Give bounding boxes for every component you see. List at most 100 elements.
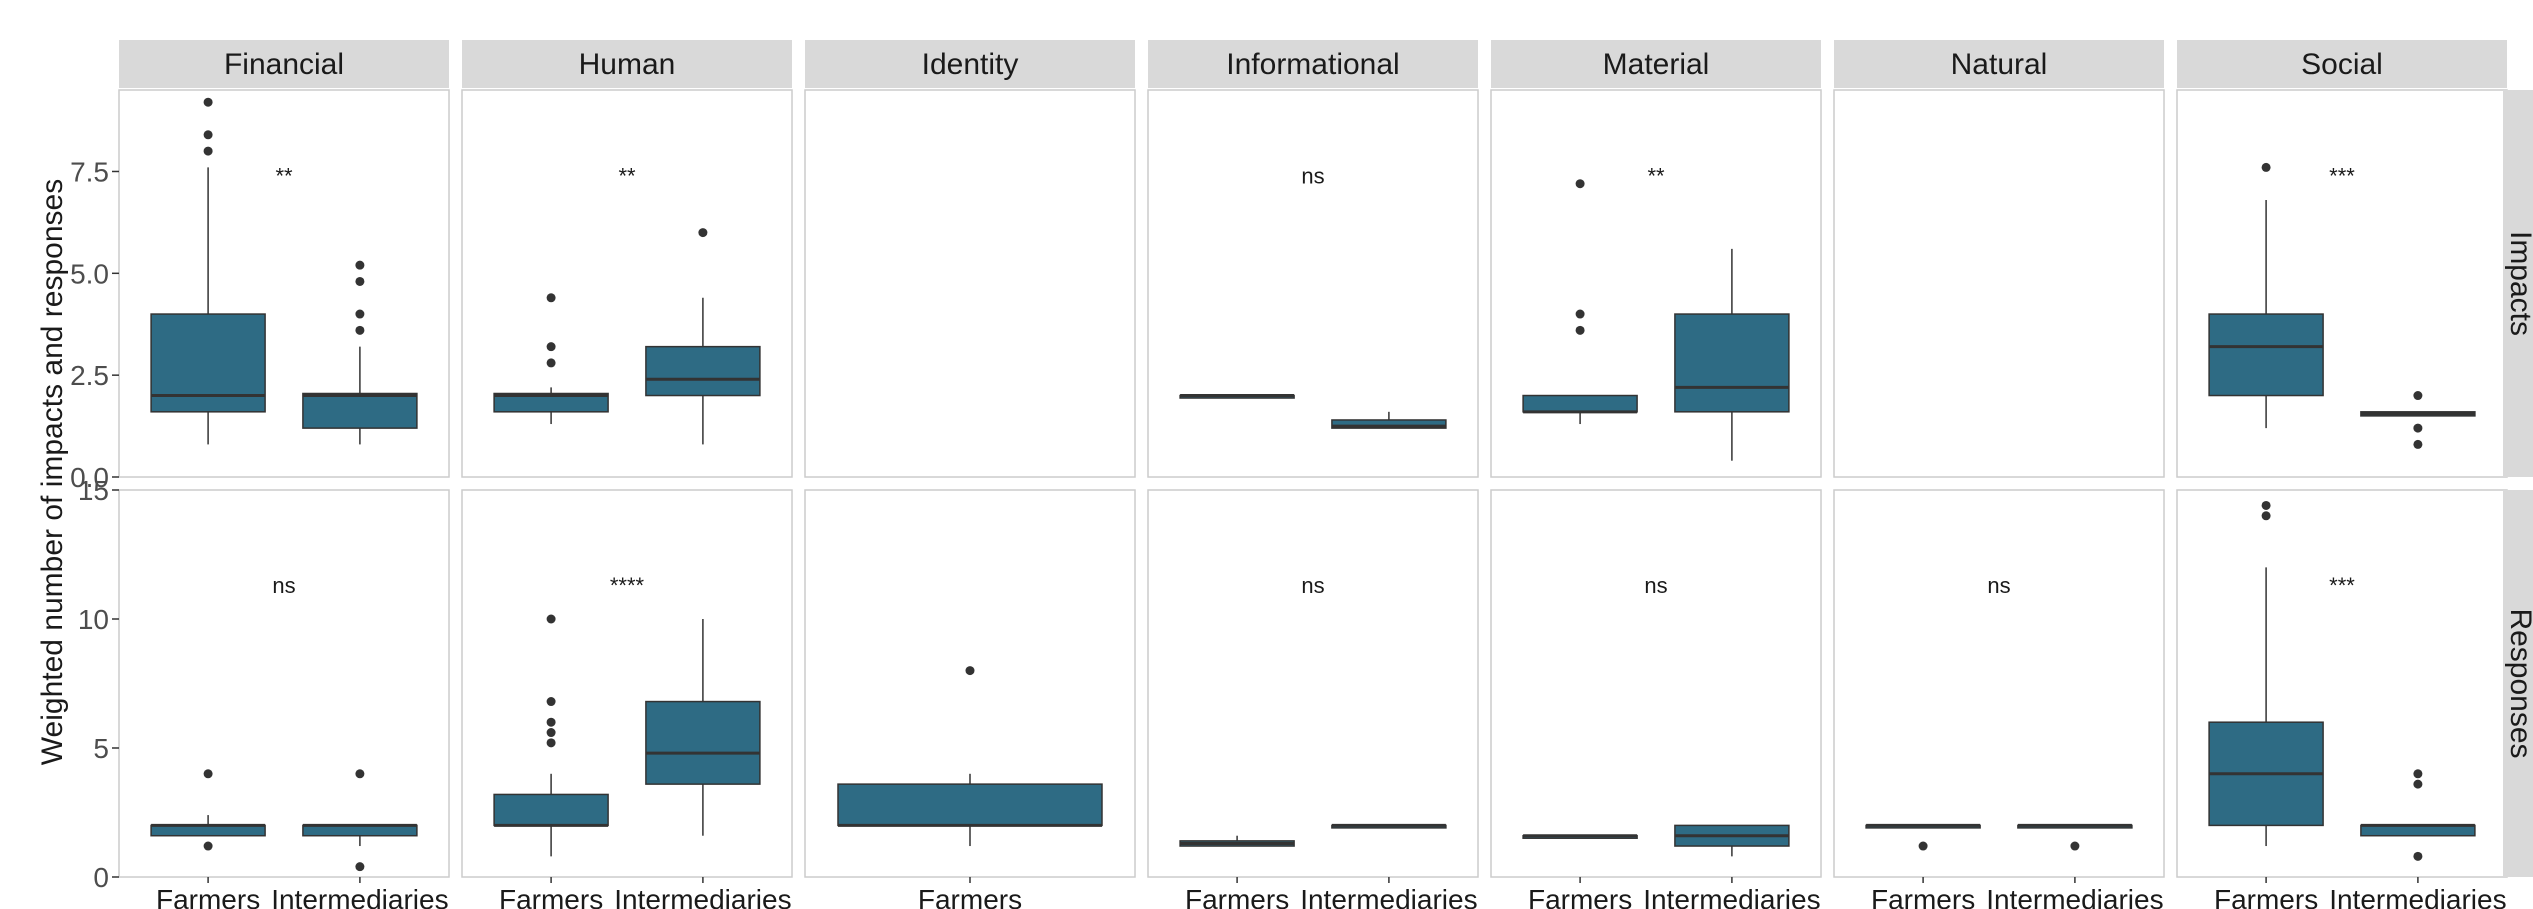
- significance-label-responses-social: ***: [2329, 573, 2355, 598]
- significance-label-responses-informational: ns: [1301, 573, 1324, 598]
- outlier-responses-human-farmers-4: [546, 614, 556, 624]
- row-strip-impacts: [2503, 90, 2533, 477]
- box-responses-social-intermediaries: [2360, 824, 2476, 837]
- x-tick-label-human-intermediaries: Intermediaries: [614, 884, 791, 909]
- x-tick-label-identity-farmers: Farmers: [918, 884, 1022, 909]
- box-impacts-human-farmers: [493, 392, 609, 413]
- x-tick-label-material-intermediaries: Intermediaries: [1643, 884, 1820, 909]
- outlier-impacts-human-intermediaries-0: [698, 228, 708, 238]
- strip-financial: [119, 40, 449, 88]
- outlier-responses-human-farmers-1: [546, 728, 556, 738]
- significance-label-impacts-material: **: [1647, 164, 1665, 189]
- strip-label-informational: Informational: [1226, 48, 1399, 81]
- outlier-impacts-financial-intermediaries-1: [355, 309, 365, 319]
- outlier-responses-social-intermediaries-0: [2413, 851, 2423, 861]
- significance-label-impacts-informational: ns: [1301, 164, 1324, 189]
- box-impacts-material-intermediaries: [1674, 313, 1790, 413]
- row-strip-label-responses: Responses: [2504, 608, 2533, 758]
- outlier-responses-financial-farmers-1: [203, 769, 213, 779]
- panel-impacts-social: [2176, 89, 2508, 478]
- strip-label-material: Material: [1603, 48, 1710, 81]
- y-tick-label-responses-1: 5: [93, 733, 109, 764]
- y-tick-label-impacts-3: 7.5: [70, 156, 109, 187]
- strip-human: [462, 40, 792, 88]
- significance-label-responses-natural: ns: [1987, 573, 2010, 598]
- x-tick-label-social-farmers: Farmers: [2214, 884, 2318, 909]
- outlier-responses-social-intermediaries-2: [2413, 769, 2423, 779]
- outlier-responses-financial-farmers-0: [203, 841, 213, 851]
- outlier-impacts-material-farmers-2: [1575, 179, 1585, 189]
- box-impacts-informational-intermediaries: [1331, 419, 1447, 429]
- x-tick-label-informational-farmers: Farmers: [1185, 884, 1289, 909]
- panel-impacts-material: [1490, 89, 1822, 478]
- x-tick-label-material-farmers: Farmers: [1528, 884, 1632, 909]
- outlier-impacts-material-farmers-0: [1575, 325, 1585, 335]
- outlier-responses-identity-farmers-0: [965, 666, 975, 676]
- strip-label-human: Human: [579, 48, 676, 81]
- significance-label-impacts-human: **: [618, 164, 636, 189]
- x-tick-label-financial-intermediaries: Intermediaries: [271, 884, 448, 909]
- box-impacts-financial-intermediaries: [302, 392, 418, 429]
- significance-label-responses-financial: ns: [272, 573, 295, 598]
- outlier-impacts-human-farmers-0: [546, 358, 556, 368]
- panel-impacts-identity: [804, 89, 1136, 478]
- strip-label-identity: Identity: [922, 48, 1019, 81]
- outlier-impacts-human-farmers-1: [546, 342, 556, 352]
- strip-label-financial: Financial: [224, 48, 344, 81]
- outlier-responses-financial-intermediaries-1: [355, 769, 365, 779]
- outlier-responses-human-farmers-2: [546, 717, 556, 727]
- x-tick-label-social-intermediaries: Intermediaries: [2329, 884, 2506, 909]
- panel-impacts-human: [461, 89, 793, 478]
- y-tick-label-responses-2: 10: [78, 604, 109, 635]
- outlier-impacts-material-farmers-1: [1575, 309, 1585, 319]
- x-tick-label-human-farmers: Farmers: [499, 884, 603, 909]
- panel-responses-informational: [1147, 489, 1479, 878]
- box-impacts-material-farmers: [1522, 394, 1638, 413]
- panel-responses-financial: [118, 489, 450, 878]
- strip-informational: [1148, 40, 1478, 88]
- x-tick-label-natural-farmers: Farmers: [1871, 884, 1975, 909]
- outlier-impacts-financial-intermediaries-2: [355, 276, 365, 286]
- outlier-impacts-financial-intermediaries-3: [355, 260, 365, 270]
- box-responses-human-farmers: [493, 793, 609, 827]
- significance-label-responses-human: ****: [610, 573, 645, 598]
- outlier-impacts-human-farmers-2: [546, 293, 556, 303]
- panel-responses-material: [1490, 489, 1822, 878]
- panel-responses-natural: [1833, 489, 2165, 878]
- significance-label-responses-material: ns: [1644, 573, 1667, 598]
- y-tick-label-responses-3: 15: [78, 475, 109, 506]
- box-impacts-financial-farmers: [150, 313, 266, 413]
- y-axis-title: Weighted number of impacts and responses: [36, 179, 69, 765]
- significance-label-impacts-social: ***: [2329, 164, 2355, 189]
- outlier-responses-financial-intermediaries-0: [355, 862, 365, 872]
- box-responses-financial-farmers: [150, 824, 266, 837]
- outlier-impacts-social-intermediaries-2: [2413, 391, 2423, 401]
- row-strip-label-impacts: Impacts: [2504, 231, 2533, 336]
- significance-label-impacts-financial: **: [275, 164, 293, 189]
- outlier-responses-natural-intermediaries-0: [2070, 841, 2080, 851]
- box-responses-financial-intermediaries: [302, 824, 418, 837]
- outlier-responses-human-farmers-3: [546, 697, 556, 707]
- outlier-responses-social-farmers-0: [2261, 511, 2271, 521]
- outlier-impacts-financial-farmers-1: [203, 130, 213, 140]
- strip-natural: [1834, 40, 2164, 88]
- y-tick-label-impacts-1: 2.5: [70, 360, 109, 391]
- box-responses-identity-farmers: [837, 783, 1103, 827]
- row-strip-responses: [2503, 490, 2533, 877]
- x-tick-label-natural-intermediaries: Intermediaries: [1986, 884, 2163, 909]
- x-tick-label-informational-intermediaries: Intermediaries: [1300, 884, 1477, 909]
- outlier-impacts-social-intermediaries-1: [2413, 423, 2423, 433]
- panel-impacts-informational: [1147, 89, 1479, 478]
- outlier-impacts-social-farmers-0: [2261, 162, 2271, 172]
- outlier-impacts-financial-intermediaries-0: [355, 325, 365, 335]
- strip-label-social: Social: [2301, 48, 2383, 81]
- box-responses-human-intermediaries: [645, 700, 761, 785]
- outlier-impacts-financial-farmers-0: [203, 146, 213, 156]
- panel-impacts-natural: [1833, 89, 2165, 478]
- strip-social: [2177, 40, 2507, 88]
- box-impacts-human-intermediaries: [645, 345, 761, 397]
- box-impacts-social-farmers: [2208, 313, 2324, 397]
- strip-label-natural: Natural: [1951, 48, 2048, 81]
- outlier-responses-social-farmers-1: [2261, 500, 2271, 510]
